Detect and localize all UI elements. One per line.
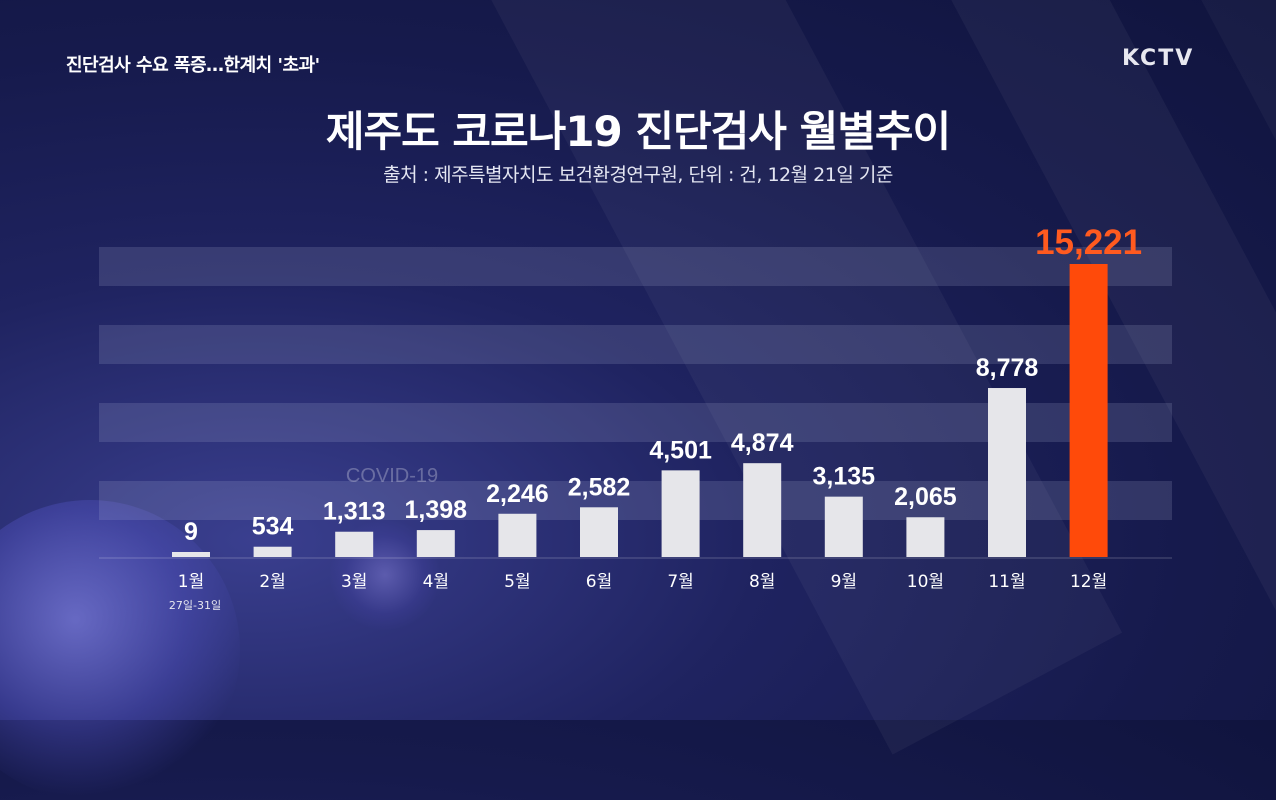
bar-4월 — [416, 530, 455, 557]
bar-1월 — [172, 552, 210, 557]
bar-2월 — [253, 546, 292, 557]
broadcast-graphic: 진단검사 수요 폭증…한계치 '초과' KCTV 제주도 코로나19 진단검사 … — [0, 46, 1195, 800]
category-label: 9월 — [831, 572, 857, 592]
value-label: 534 — [252, 513, 294, 541]
bar-8월 — [743, 463, 782, 557]
bar-chart: COVID-19 9 1월 27일-31일 534 2월 1,313 3월 1,398 4월 2,… — [169, 223, 1142, 612]
category-label: 8월 — [749, 572, 775, 592]
value-label: 9 — [184, 518, 198, 546]
news-headline: 진단검사 수요 폭증…한계치 '초과' — [66, 55, 320, 76]
chart-subtitle: 출처 : 제주특별자치도 보건환경연구원, 단위 : 건, 12월 21일 기준 — [383, 164, 893, 186]
value-label: 4,874 — [731, 429, 794, 457]
chart-baseline — [99, 557, 1172, 559]
category-label: 11월 — [988, 572, 1025, 592]
category-label: 4월 — [423, 572, 449, 592]
bar-10월 — [906, 517, 945, 557]
value-label: 8,778 — [976, 354, 1039, 382]
category-label: 3월 — [341, 572, 367, 592]
category-label: 5월 — [504, 572, 530, 592]
category-label: 6월 — [586, 572, 612, 592]
category-label: 1월 — [178, 572, 204, 592]
value-label: 3,135 — [813, 463, 876, 491]
bar-6월 — [580, 507, 618, 557]
bar-3월 — [335, 531, 374, 557]
chart-title: 제주도 코로나19 진단검사 월별추이 — [325, 107, 951, 156]
value-label: 2,246 — [486, 480, 549, 508]
bar-12월 — [1069, 264, 1108, 557]
bar-9월 — [824, 496, 863, 557]
value-label: 2,065 — [894, 483, 957, 511]
background-band — [99, 325, 1172, 364]
bar-5월 — [498, 513, 537, 557]
value-label: 15,221 — [1035, 223, 1142, 262]
background-band — [99, 247, 1172, 286]
value-label: 1,313 — [323, 498, 386, 526]
category-label: 12월 — [1070, 572, 1107, 592]
kctv-logo: KCTV — [1122, 46, 1195, 71]
bar-11월 — [988, 388, 1026, 557]
category-label: 7월 — [667, 572, 693, 592]
covid-watermark: COVID-19 — [346, 465, 438, 487]
bar-7월 — [661, 470, 700, 557]
category-label: 2월 — [259, 572, 285, 592]
value-label: 4,501 — [649, 436, 712, 464]
category-label: 10월 — [907, 572, 944, 592]
category-note: 27일-31일 — [169, 598, 221, 612]
value-label: 1,398 — [405, 496, 468, 524]
value-label: 2,582 — [568, 473, 631, 501]
